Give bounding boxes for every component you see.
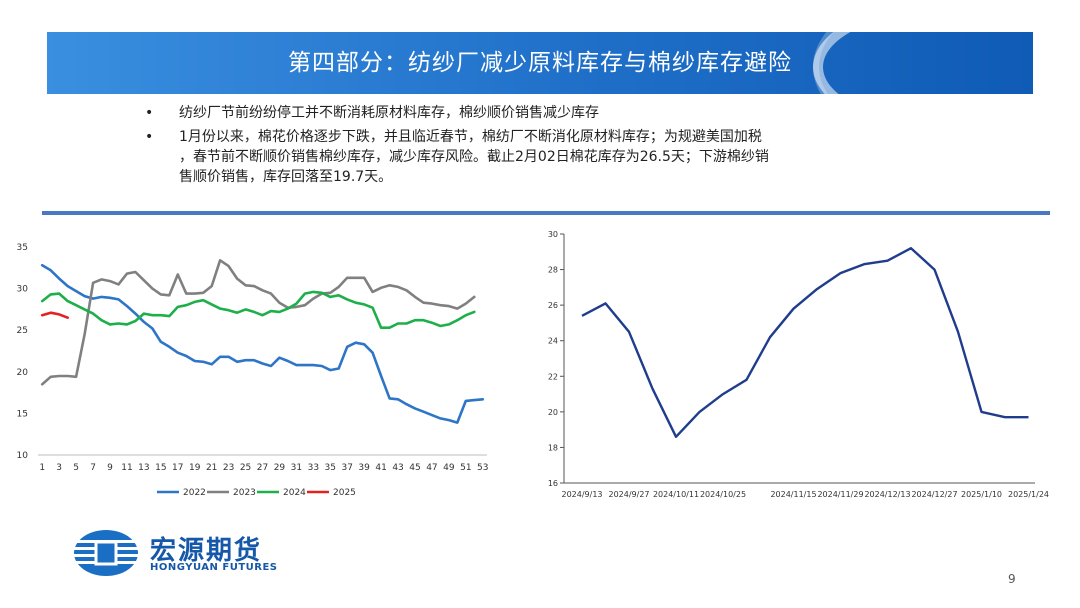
series-line-yarn-inventory (581, 247, 1029, 438)
x-tick-label: 2025/1/10 (961, 490, 1002, 499)
x-tick-label: 41 (375, 463, 386, 473)
y-tick-label: 10 (17, 451, 29, 461)
bullet-dot: • (145, 129, 154, 145)
bullet-text: 纺纱厂节前纷纷停工并不断消耗原材料库存，棉纱顺价销售减少库存 (179, 105, 599, 121)
yarn-inventory-chart: 16 18 20 22 24 26 28 30 2024/9/13 2024/9/27 2024/1… (548, 230, 1049, 499)
y-tick-label: 20 (548, 408, 558, 417)
x-tick-label: 7 (90, 463, 96, 473)
bullet-item: • 纺纱厂节前纷纷停工并不断消耗原材料库存，棉纱顺价销售减少库存 (145, 103, 905, 123)
x-tick-label: 15 (155, 463, 166, 473)
bullet-text: 1月份以来，棉花价格逐步下跌，并且临近春节，棉纺厂不断消化原材料库存；为规避美国… (179, 129, 762, 145)
series-line-2024 (40, 290, 476, 329)
section-divider (42, 211, 1050, 215)
x-tick-label: 9 (107, 463, 113, 473)
y-tick-label: 26 (548, 301, 558, 310)
x-tick-label: 2024/10/11 (653, 490, 699, 499)
x-tick-label: 1 (39, 463, 45, 473)
x-tick-label: 33 (308, 463, 319, 473)
y-tick-label: 22 (548, 372, 558, 381)
x-tick-label: 51 (460, 463, 471, 473)
legend-label-2022: 2022 (183, 488, 206, 498)
bullet-text-continuation: 售顺价销售，库存回落至19.7天。 (179, 169, 393, 185)
x-tick-label: 43 (392, 463, 403, 473)
y-tick-label: 24 (548, 337, 558, 346)
y-tick-label: 18 (548, 443, 558, 452)
page-title: 第四部分：纺纱厂减少原料库存与棉纱库存避险 (288, 50, 792, 76)
series-line-2023 (40, 259, 476, 386)
y-tick-label: 30 (17, 285, 29, 295)
x-tick-label: 45 (409, 463, 420, 473)
y-tick-label: 16 (548, 479, 558, 488)
logo-mark-icon (74, 530, 138, 576)
x-tick-label: 47 (426, 463, 437, 473)
bullet-list: • 纺纱厂节前纷纷停工并不断消耗原材料库存，棉纱顺价销售减少库存 • 1月份以来… (145, 103, 905, 187)
x-tick-label: 39 (358, 463, 370, 473)
x-tick-label: 53 (477, 463, 488, 473)
x-tick-label: 17 (172, 463, 183, 473)
logo-text-chinese: 宏源期货 (150, 536, 263, 566)
x-tick-label: 3 (56, 463, 62, 473)
y-tick-label: 30 (548, 230, 558, 239)
x-tick-label: 2025/1/24 (1008, 490, 1049, 499)
x-tick-label: 25 (240, 463, 251, 473)
title-swoosh-decoration (813, 32, 1033, 94)
x-tick-label: 31 (291, 463, 302, 473)
y-tick-label: 28 (548, 266, 558, 275)
y-tick-label: 20 (17, 368, 29, 378)
x-tick-label: 23 (223, 463, 234, 473)
company-logo: 宏源期货 HONGYUAN FUTURES (72, 528, 312, 578)
bullet-item: • 1月份以来，棉花价格逐步下跌，并且临近春节，棉纺厂不断消化原材料库存；为规避… (145, 127, 905, 147)
y-tick-label: 15 (17, 409, 28, 419)
x-tick-label: 49 (443, 463, 455, 473)
x-tick-label: 35 (325, 463, 336, 473)
x-tick-label: 11 (121, 463, 132, 473)
x-tick-label: 21 (206, 463, 217, 473)
x-tick-label: 2024/12/27 (911, 490, 957, 499)
x-tick-label: 2024/9/13 (561, 490, 602, 499)
y-tick-label: 35 (17, 243, 28, 253)
title-bar: 第四部分：纺纱厂减少原料库存与棉纱库存避险 (47, 32, 1033, 94)
x-tick-label: 13 (138, 463, 149, 473)
x-tick-label: 37 (341, 463, 352, 473)
x-tick-label: 19 (189, 463, 201, 473)
x-tick-label: 2024/11/29 (817, 490, 863, 499)
series-line-2022 (40, 264, 485, 424)
x-tick-label: 2024/9/27 (608, 490, 649, 499)
x-tick-label: 2024/11/15 (770, 490, 816, 499)
legend-label-2025: 2025 (333, 488, 356, 498)
x-tick-label: 2024/10/25 (700, 490, 746, 499)
x-tick-label: 29 (274, 463, 286, 473)
x-tick-label: 2024/12/13 (864, 490, 910, 499)
bullet-text-continuation: ，春节前不断顺价销售棉纱库存，减少库存风险。截止2月02日棉花库存为26.5天；… (179, 149, 769, 165)
x-tick-label: 5 (73, 463, 79, 473)
legend-label-2024: 2024 (283, 488, 306, 498)
logo-text-english: HONGYUAN FUTURES (150, 562, 278, 573)
bullet-dot: • (145, 105, 154, 121)
legend-label-2023: 2023 (233, 488, 256, 498)
x-tick-label: 27 (257, 463, 268, 473)
y-tick-label: 25 (17, 326, 28, 336)
page-number: 9 (1008, 572, 1016, 586)
series-line-2025 (40, 311, 69, 319)
